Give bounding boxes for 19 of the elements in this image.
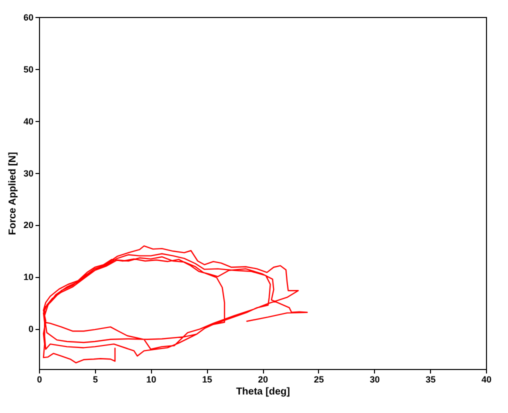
y-axis-title: Force Applied [N] bbox=[7, 152, 18, 235]
x-tick-label: 0 bbox=[36, 374, 42, 384]
y-tick-label: 50 bbox=[23, 64, 34, 74]
y-tick-label: 30 bbox=[23, 168, 34, 178]
x-tick-label: 5 bbox=[92, 374, 98, 384]
y-tick-label: 0 bbox=[28, 324, 34, 334]
x-tick-label: 35 bbox=[426, 374, 436, 384]
y-tick-label: 40 bbox=[23, 116, 34, 126]
x-tick-label: 10 bbox=[146, 374, 156, 384]
line-series bbox=[42, 245, 308, 364]
x-tick-label: 15 bbox=[202, 374, 212, 384]
x-tick-label: 30 bbox=[370, 374, 380, 384]
x-tick-label: 20 bbox=[258, 374, 268, 384]
y-tick-label: 20 bbox=[23, 220, 34, 230]
y-tick-label: 60 bbox=[23, 12, 34, 22]
x-tick-label: 40 bbox=[481, 374, 492, 384]
x-tick-label: 25 bbox=[314, 374, 324, 384]
x-axis-title: Theta [deg] bbox=[236, 386, 290, 398]
y-tick-label: 10 bbox=[23, 272, 34, 282]
